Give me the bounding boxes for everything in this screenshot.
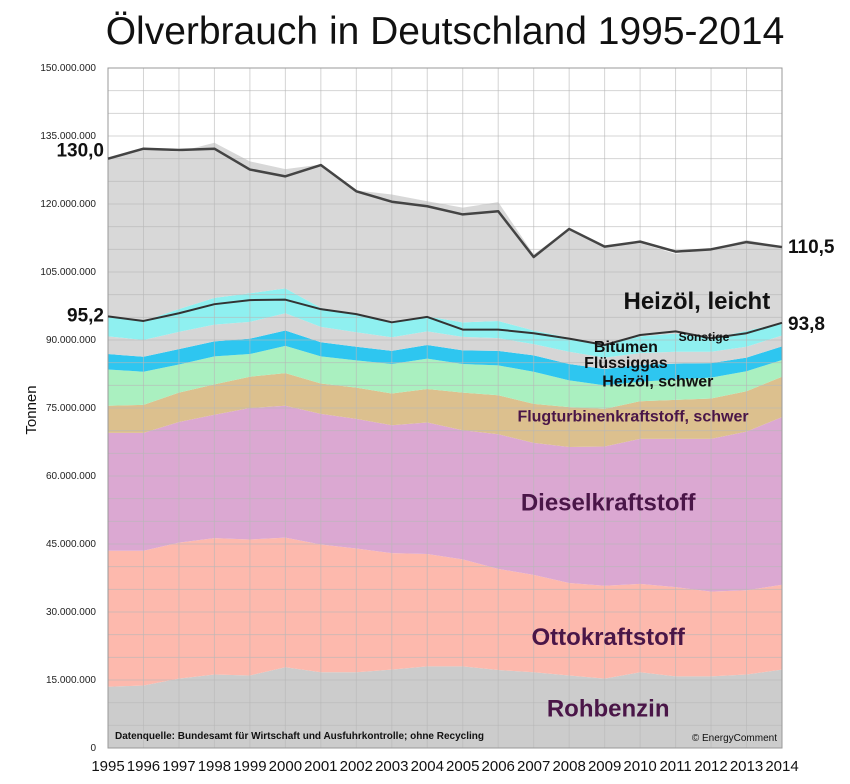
x-tick-label: 1996 <box>127 758 160 775</box>
series-label-flugturbinenkraftstoff-schwer: Flugturbinenkraftstoff, schwer <box>517 409 748 426</box>
axis-ticks: 0 15.000.000 30.000.000 45.000.000 60.000.00… <box>40 63 798 775</box>
y-tick-label: 30.000.000 <box>46 607 96 618</box>
x-tick-label: 2000 <box>269 758 302 775</box>
series-label-heizoel-leicht: Heizöl, leicht <box>624 288 771 315</box>
value-annotations: 130,0 110,5 95,2 93,8 <box>56 141 834 335</box>
copyright-note: © EnergyComment <box>692 733 777 744</box>
series-label-heizoel-schwer: Heizöl, schwer <box>602 374 713 391</box>
end-subtotal-label: 93,8 <box>788 314 825 335</box>
x-tick-label: 2002 <box>340 758 373 775</box>
y-tick-label: 120.000.000 <box>40 199 96 210</box>
x-tick-label: 2011 <box>659 758 691 775</box>
y-tick-label: 15.000.000 <box>46 675 96 686</box>
end-total-label: 110,5 <box>788 237 835 258</box>
y-tick-label: 135.000.000 <box>40 131 96 142</box>
start-subtotal-label: 95,2 <box>67 305 104 326</box>
x-tick-label: 2005 <box>446 758 479 775</box>
series-label-sonstige: Sonstige <box>679 330 730 344</box>
start-total-label: 130,0 <box>56 141 104 162</box>
x-tick-label: 2009 <box>588 758 621 775</box>
y-tick-label: 60.000.000 <box>46 471 96 482</box>
x-tick-label: 2001 <box>304 758 337 775</box>
series-label-bitumen: Bitumen <box>594 339 658 356</box>
x-tick-label: 1999 <box>233 758 266 775</box>
y-axis-label: Tonnen <box>23 385 40 434</box>
x-tick-label: 2007 <box>517 758 550 775</box>
x-tick-label: 2008 <box>552 758 585 775</box>
series-label-fluessiggas: Flüssiggas <box>584 355 668 372</box>
area-heizoel-schwer <box>108 345 782 409</box>
x-tick-label: 2012 <box>694 758 727 775</box>
area-rohbenzin <box>108 666 782 748</box>
x-tick-label: 2004 <box>411 758 444 775</box>
subtotal-line <box>107 298 783 346</box>
area-flugturbinenkraftstoff-schwer <box>108 373 782 447</box>
y-tick-label: 150.000.000 <box>40 63 96 74</box>
x-tick-label: 1997 <box>162 758 195 775</box>
x-tick-label: 2010 <box>623 758 656 775</box>
series-label-ottokraftstoff: Ottokraftstoff <box>532 624 686 651</box>
y-tick-label: 0 <box>90 743 96 754</box>
y-tick-label: 105.000.000 <box>40 267 96 278</box>
total-lines <box>107 147 783 346</box>
series-label-rohbenzin: Rohbenzin <box>547 696 670 723</box>
grid <box>107 67 783 749</box>
y-tick-label: 45.000.000 <box>46 539 96 550</box>
series-label-dieselkraftstoff: Dieselkraftstoff <box>521 489 697 516</box>
x-tick-label: 1995 <box>91 758 124 775</box>
chart-title: Ölverbrauch in Deutschland 1995-2014 <box>106 10 785 53</box>
y-tick-label: 75.000.000 <box>46 403 96 414</box>
area-fluessiggas <box>108 330 782 386</box>
x-tick-label: 2006 <box>482 758 515 775</box>
total-consumption-line <box>107 147 783 259</box>
y-tick-label: 90.000.000 <box>46 335 96 346</box>
plot-frame <box>107 67 783 749</box>
x-tick-label: 1998 <box>198 758 231 775</box>
x-tick-label: 2014 <box>765 758 798 775</box>
source-note: Datenquelle: Bundesamt für Wirtschaft un… <box>115 731 484 742</box>
x-tick-label: 2013 <box>730 758 763 775</box>
area-bitumen <box>108 313 782 370</box>
x-tick-label: 2003 <box>375 758 408 775</box>
